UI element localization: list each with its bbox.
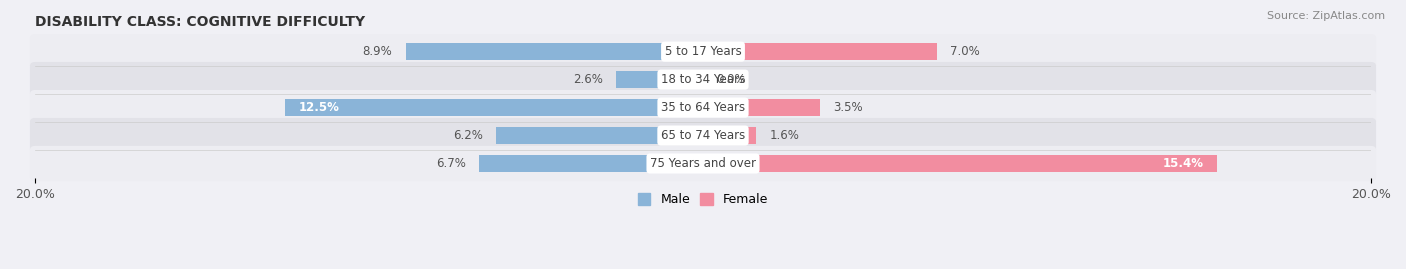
- Bar: [616, 71, 703, 88]
- Text: 7.0%: 7.0%: [950, 45, 980, 58]
- FancyBboxPatch shape: [30, 146, 1376, 181]
- Text: 18 to 34 Years: 18 to 34 Years: [661, 73, 745, 86]
- Text: DISABILITY CLASS: COGNITIVE DIFFICULTY: DISABILITY CLASS: COGNITIVE DIFFICULTY: [35, 15, 366, 29]
- Bar: [285, 99, 703, 116]
- Text: 75 Years and over: 75 Years and over: [650, 157, 756, 170]
- Text: 65 to 74 Years: 65 to 74 Years: [661, 129, 745, 142]
- Text: 2.6%: 2.6%: [572, 73, 603, 86]
- Bar: [703, 127, 756, 144]
- Text: 6.7%: 6.7%: [436, 157, 465, 170]
- Text: 35 to 64 Years: 35 to 64 Years: [661, 101, 745, 114]
- Bar: [703, 155, 1218, 172]
- Text: 8.9%: 8.9%: [363, 45, 392, 58]
- Text: 12.5%: 12.5%: [299, 101, 340, 114]
- Legend: Male, Female: Male, Female: [633, 188, 773, 211]
- FancyBboxPatch shape: [30, 34, 1376, 69]
- Text: 15.4%: 15.4%: [1163, 157, 1204, 170]
- Text: 5 to 17 Years: 5 to 17 Years: [665, 45, 741, 58]
- Text: 1.6%: 1.6%: [770, 129, 800, 142]
- Bar: [479, 155, 703, 172]
- Text: 3.5%: 3.5%: [834, 101, 863, 114]
- Text: 0.0%: 0.0%: [717, 73, 747, 86]
- Bar: [703, 99, 820, 116]
- FancyBboxPatch shape: [30, 118, 1376, 153]
- Bar: [703, 43, 936, 60]
- Bar: [496, 127, 703, 144]
- FancyBboxPatch shape: [30, 90, 1376, 125]
- Text: 6.2%: 6.2%: [453, 129, 482, 142]
- Bar: [406, 43, 703, 60]
- Text: Source: ZipAtlas.com: Source: ZipAtlas.com: [1267, 11, 1385, 21]
- FancyBboxPatch shape: [30, 62, 1376, 97]
